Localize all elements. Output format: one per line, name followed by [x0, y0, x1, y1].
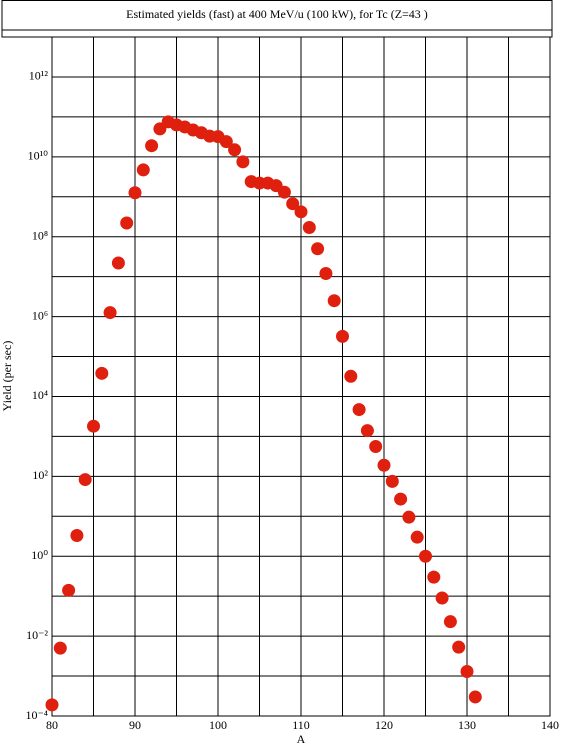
x-tick-label: 100: [209, 718, 227, 732]
data-point: [286, 197, 300, 211]
data-point: [228, 143, 242, 157]
data-point: [410, 530, 424, 544]
y-tick-label: 10⁴: [32, 388, 48, 402]
data-point: [427, 570, 441, 584]
data-point: [277, 185, 291, 199]
y-tick-label: 10⁻²: [26, 628, 48, 642]
data-point: [45, 698, 59, 712]
x-axis-label: A: [297, 732, 306, 746]
data-point: [468, 690, 482, 704]
data-point: [344, 369, 358, 383]
data-point: [419, 549, 432, 563]
x-tick-label: 110: [292, 718, 310, 732]
data-point: [443, 615, 457, 629]
data-point: [319, 266, 333, 280]
data-point: [352, 403, 366, 417]
x-tick-label: 80: [46, 718, 58, 732]
data-point: [145, 139, 159, 153]
data-point: [111, 256, 125, 270]
data-point: [136, 163, 150, 177]
y-tick-label: 10²: [32, 468, 48, 482]
data-point: [460, 665, 474, 679]
data-point: [385, 474, 399, 488]
y-tick-label: 10⁰: [31, 548, 48, 562]
data-point: [327, 294, 341, 308]
y-tick-label: 10⁸: [32, 228, 48, 242]
y-tick-label: 10¹⁰: [28, 149, 49, 163]
data-point: [219, 135, 233, 149]
y-axis-label: Yield (per sec): [0, 341, 14, 412]
chart-title: Estimated yields (fast) at 400 MeV/u (10…: [126, 7, 428, 21]
x-tick-label: 130: [458, 718, 476, 732]
data-point: [236, 155, 250, 169]
data-point: [435, 591, 449, 605]
data-point: [394, 492, 408, 506]
y-tick-label: 10⁻⁴: [25, 708, 48, 722]
y-tick-label: 10⁶: [32, 308, 48, 322]
x-tick-label: 120: [375, 718, 393, 732]
data-point: [360, 424, 374, 438]
data-point: [87, 419, 100, 433]
data-point: [452, 640, 466, 654]
data-point: [302, 221, 316, 235]
data-point: [128, 186, 142, 200]
x-tick-label: 140: [541, 718, 559, 732]
data-point: [294, 205, 308, 219]
data-point: [402, 510, 416, 524]
data-point: [78, 473, 92, 487]
data-point: [95, 366, 109, 380]
data-point: [103, 306, 117, 320]
data-point: [62, 583, 76, 597]
data-point: [53, 641, 67, 655]
data-point: [311, 242, 325, 256]
data-point: [377, 458, 391, 472]
data-point: [120, 216, 134, 230]
data-point: [336, 329, 349, 343]
x-tick-label: 90: [129, 718, 141, 732]
y-tick-label: 10¹²: [29, 69, 49, 83]
data-point: [369, 439, 383, 453]
data-point: [70, 529, 84, 543]
